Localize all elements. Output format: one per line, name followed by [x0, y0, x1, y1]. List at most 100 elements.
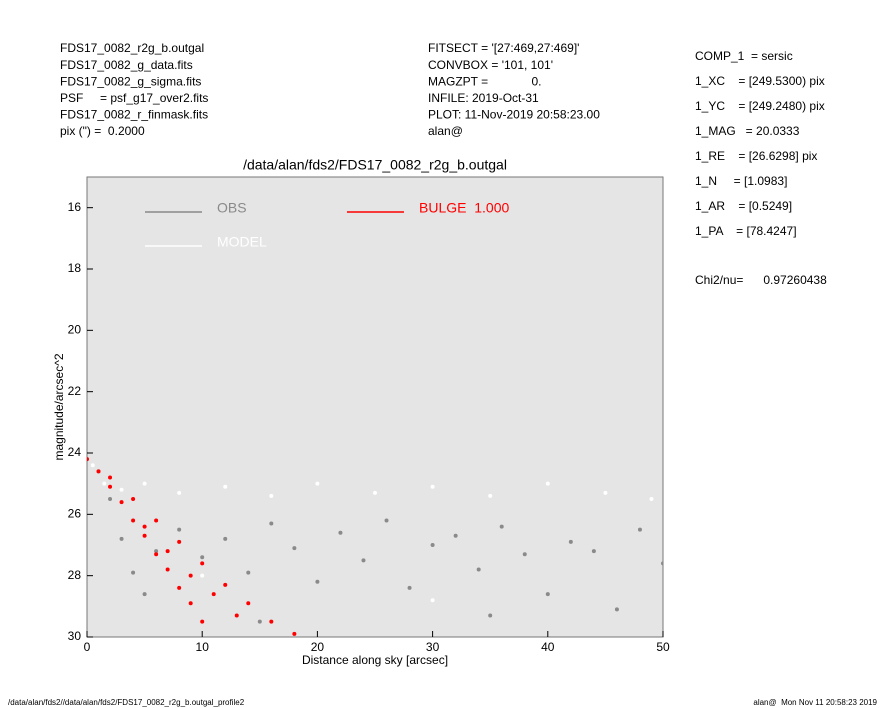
data-point — [177, 585, 182, 590]
data-point — [211, 592, 216, 597]
info-right: 1_AR = [0.5249] — [695, 199, 792, 213]
info-right: 1_MAG = 20.0333 — [695, 124, 800, 138]
data-point — [257, 619, 262, 624]
data-point — [177, 539, 182, 544]
data-point — [108, 475, 113, 480]
y-tick-label: 20 — [68, 323, 82, 337]
data-point — [407, 585, 412, 590]
points — [87, 457, 663, 636]
footer-right: alan@ Mon Nov 11 20:58:23 2019 — [753, 698, 877, 707]
data-point — [200, 619, 205, 624]
y-tick-label: 22 — [68, 384, 82, 398]
info-left: pix (") = 0.2000 — [60, 124, 145, 138]
data-point — [96, 469, 101, 474]
info-right: 1_YC = [249.2480) pix — [695, 99, 825, 113]
data-point — [315, 579, 320, 584]
data-point — [165, 567, 170, 572]
y-tick-label: 30 — [68, 629, 82, 643]
legend-label: BULGE 1.000 — [419, 200, 509, 216]
data-point — [119, 487, 124, 492]
data-point — [108, 497, 113, 501]
y-axis-label: magnitude/arcsec^2 — [52, 353, 66, 460]
data-point — [384, 518, 389, 523]
data-point — [476, 567, 481, 572]
data-point — [430, 484, 435, 489]
data-point — [568, 539, 573, 544]
data-point — [373, 490, 377, 495]
data-point — [269, 619, 274, 624]
data-point — [119, 536, 124, 541]
data-point — [522, 552, 527, 557]
data-point — [499, 524, 504, 529]
info-right: COMP_1 = sersic — [695, 49, 793, 63]
chi2: Chi2/nu= 0.97260438 — [695, 273, 827, 287]
info-left: PSF = psf_g17_over2.fits — [60, 91, 208, 105]
x-tick-label: 20 — [311, 640, 325, 654]
data-point — [315, 481, 320, 486]
data-point — [246, 570, 251, 575]
data-point — [545, 592, 550, 597]
info-middle: FITSECT = '[27:469,27:469]' — [428, 41, 579, 55]
info-middle: INFILE: 2019-Oct-31 — [428, 91, 539, 105]
data-point — [488, 613, 493, 618]
data-point — [269, 521, 274, 526]
footer-left: /data/alan/fds2//data/alan/fds2/FDS17_00… — [8, 698, 245, 707]
data-point — [223, 484, 228, 489]
info-middle: MAGZPT = 0. — [428, 74, 541, 88]
data-point — [200, 561, 205, 566]
data-point — [223, 582, 228, 587]
info-left: FDS17_0082_g_data.fits — [60, 58, 193, 72]
y-tick-label: 24 — [68, 445, 82, 459]
data-point — [603, 490, 608, 495]
x-tick-label: 30 — [426, 640, 440, 654]
data-point — [142, 592, 147, 597]
data-point — [177, 490, 182, 495]
info-right: 1_RE = [26.6298] pix — [695, 149, 817, 163]
data-point — [154, 552, 159, 557]
data-point — [108, 484, 113, 489]
data-point — [154, 549, 159, 554]
data-point — [453, 533, 458, 538]
data-point — [119, 500, 124, 505]
data-point — [200, 573, 205, 578]
x-axis-label: Distance along sky [arcsec] — [302, 653, 448, 667]
data-point — [591, 549, 596, 554]
data-point — [614, 607, 619, 612]
info-left: FDS17_0082_g_sigma.fits — [60, 74, 201, 88]
y-tick-label: 18 — [68, 261, 82, 275]
chart-title: /data/alan/fds2/FDS17_0082_r2g_b.outgal — [243, 157, 507, 173]
x-tick-label: 50 — [656, 640, 670, 654]
data-point — [292, 631, 297, 636]
y-tick-label: 28 — [68, 568, 82, 582]
info-right: 1_PA = [78.4247] — [695, 224, 797, 238]
data-point — [637, 527, 642, 532]
data-point — [131, 518, 136, 523]
data-point — [188, 573, 193, 578]
data-point — [87, 457, 89, 462]
data-point — [661, 561, 663, 566]
info-right: 1_N = [1.0983] — [695, 174, 787, 188]
x-tick-label: 0 — [84, 640, 91, 654]
info-left: FDS17_0082_r_finmask.fits — [60, 108, 208, 122]
data-point — [338, 530, 343, 535]
data-point — [154, 518, 159, 523]
data-point — [488, 493, 493, 498]
data-point — [177, 527, 182, 532]
data-point — [142, 481, 147, 486]
data-point — [269, 493, 274, 498]
data-point — [131, 497, 136, 501]
data-point — [292, 546, 297, 551]
data-point — [90, 463, 95, 468]
info-left: FDS17_0082_r2g_b.outgal — [60, 41, 204, 55]
data-point — [188, 601, 193, 606]
data-point — [142, 533, 147, 538]
data-point — [246, 601, 251, 606]
data-point — [234, 613, 239, 618]
x-tick-label: 40 — [541, 640, 555, 654]
data-point — [649, 497, 654, 501]
data-point — [545, 481, 550, 486]
data-point — [142, 524, 147, 529]
data-point — [430, 598, 435, 603]
x-tick-label: 10 — [196, 640, 210, 654]
